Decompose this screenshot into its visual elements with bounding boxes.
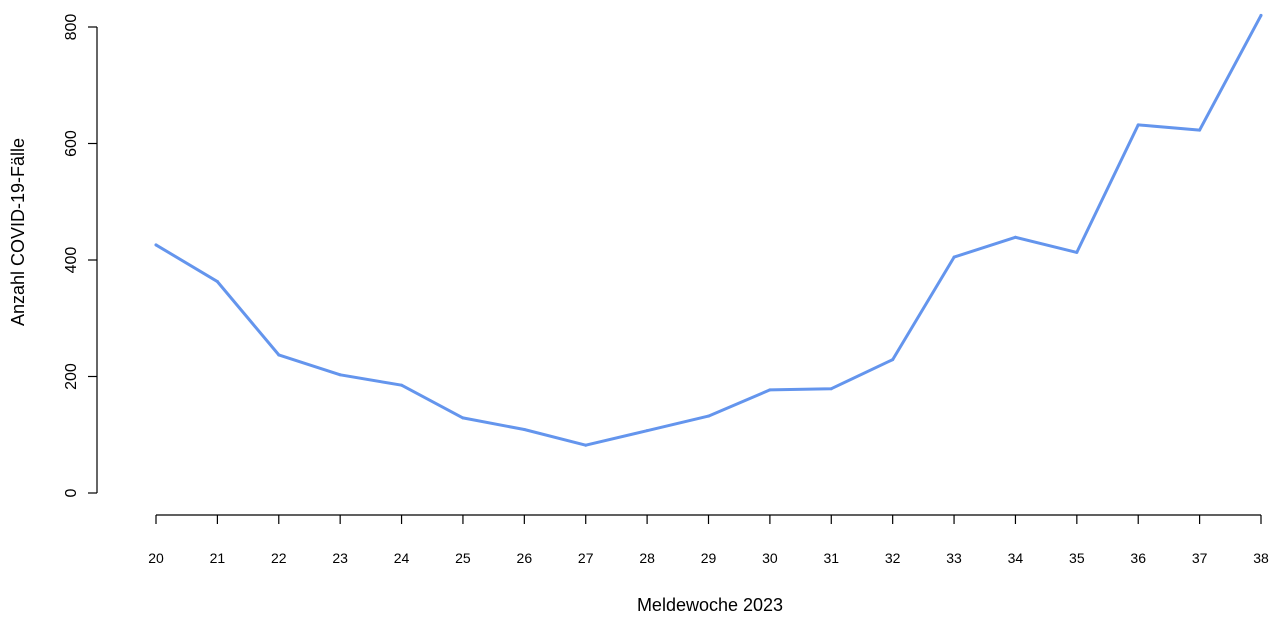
data-point bbox=[154, 243, 158, 247]
y-axis-title: Anzahl COVID-19-Fälle bbox=[8, 138, 28, 326]
x-tick-label: 32 bbox=[885, 550, 901, 566]
data-point bbox=[952, 255, 956, 259]
x-tick-label: 22 bbox=[271, 550, 287, 566]
x-tick-label: 30 bbox=[762, 550, 778, 566]
x-tick-label: 38 bbox=[1253, 550, 1269, 566]
data-point bbox=[1075, 250, 1079, 254]
data-point bbox=[1013, 235, 1017, 239]
x-axis-title: Meldewoche 2023 bbox=[637, 595, 783, 615]
data-point bbox=[645, 429, 649, 433]
data-point bbox=[400, 383, 404, 387]
x-tick-label: 28 bbox=[639, 550, 655, 566]
data-point bbox=[461, 416, 465, 420]
data-point bbox=[1198, 128, 1202, 132]
data-point bbox=[1259, 13, 1263, 17]
data-point bbox=[707, 414, 710, 418]
x-tick-label: 26 bbox=[517, 550, 533, 566]
data-point bbox=[522, 428, 526, 432]
data-point bbox=[1136, 123, 1140, 127]
data-point bbox=[338, 373, 342, 377]
series-line-0 bbox=[154, 13, 1263, 447]
x-tick-label: 35 bbox=[1069, 550, 1085, 566]
y-axis: 0 200 400 600 800 bbox=[63, 14, 98, 497]
data-point bbox=[584, 443, 588, 447]
data-point bbox=[277, 353, 281, 357]
x-tick-label: 24 bbox=[394, 550, 410, 566]
data-point bbox=[768, 388, 772, 392]
x-tick-label: 33 bbox=[946, 550, 962, 566]
x-tick-label: 37 bbox=[1192, 550, 1208, 566]
y-tick-label: 800 bbox=[63, 14, 80, 41]
x-tick-label: 27 bbox=[578, 550, 594, 566]
x-tick-label: 34 bbox=[1008, 550, 1024, 566]
y-tick-label: 200 bbox=[63, 363, 80, 390]
data-point bbox=[891, 358, 895, 362]
x-tick-label: 29 bbox=[701, 550, 717, 566]
y-tick-label: 600 bbox=[63, 130, 80, 157]
x-tick-label: 21 bbox=[210, 550, 226, 566]
y-tick-label: 0 bbox=[63, 488, 80, 497]
y-tick-label: 400 bbox=[63, 247, 80, 274]
x-tick-label: 20 bbox=[148, 550, 164, 566]
data-point bbox=[215, 280, 219, 284]
x-tick-label: 23 bbox=[332, 550, 348, 566]
x-tick-label: 25 bbox=[455, 550, 471, 566]
data-point bbox=[829, 387, 833, 391]
x-tick-label: 31 bbox=[823, 550, 839, 566]
x-axis: 20 21 22 23 24 25 26 27 28 29 30 31 32 33 34 35 36 37 38 bbox=[148, 514, 1269, 566]
x-tick-label: 36 bbox=[1130, 550, 1146, 566]
series-group bbox=[154, 13, 1263, 447]
